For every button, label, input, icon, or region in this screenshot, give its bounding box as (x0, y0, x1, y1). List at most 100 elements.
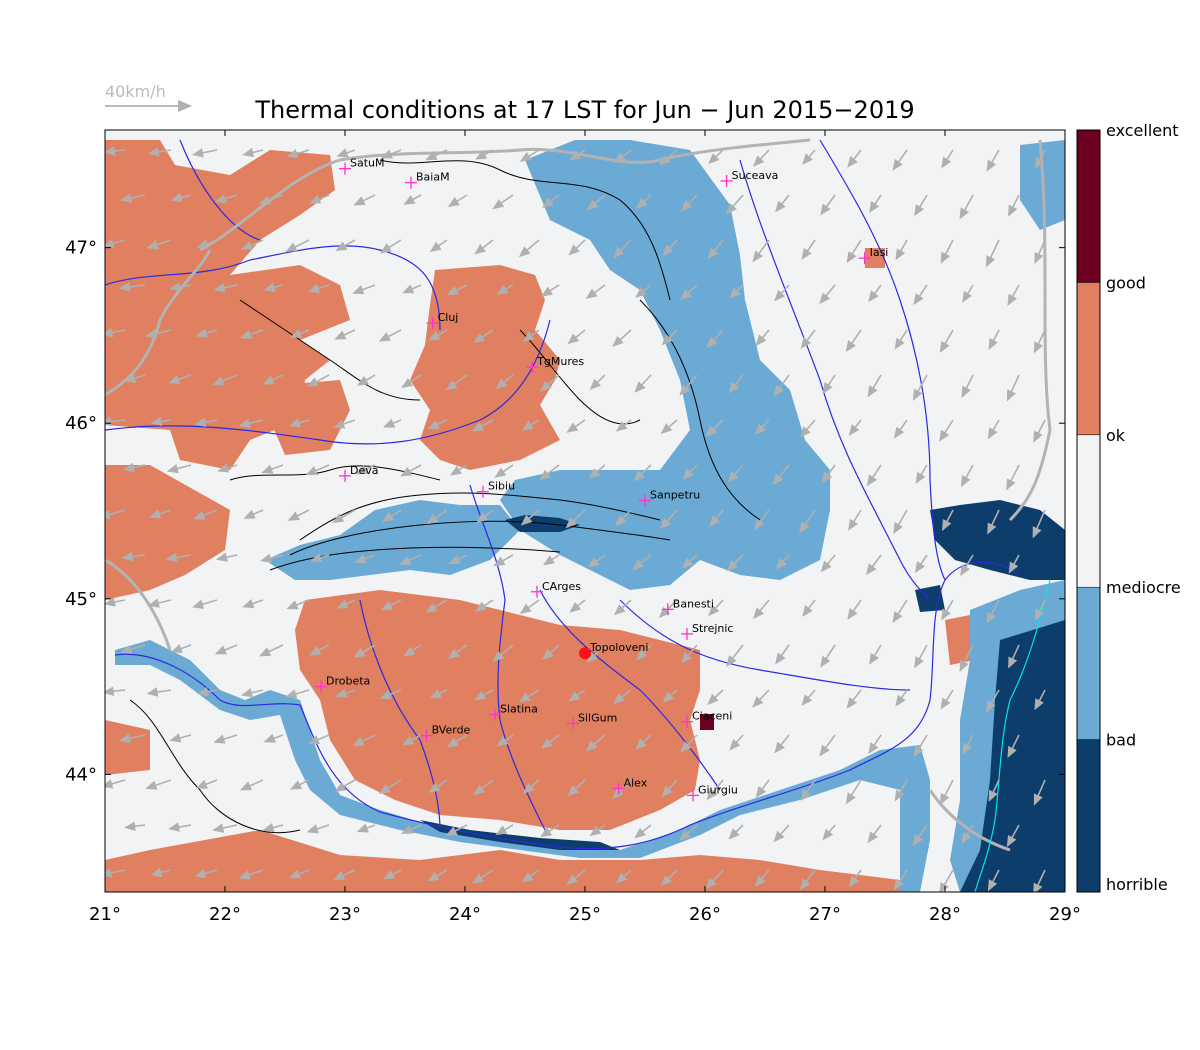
wind-arrow (105, 779, 126, 789)
river-arges (539, 589, 721, 791)
wind-arrow (772, 464, 790, 486)
wind-arrow (912, 824, 928, 847)
border-east (1008, 139, 1052, 522)
wind-arrow (378, 779, 402, 795)
wind-arrow (496, 734, 514, 747)
city-slatina: Slatina (489, 703, 538, 721)
wind-arrow (382, 509, 402, 522)
wind-arrow (869, 644, 882, 665)
wind-arrow (310, 553, 330, 563)
wind-arrow (987, 509, 1000, 535)
wind-arrow (285, 689, 310, 699)
legend-label-excellent: excellent (1106, 121, 1179, 140)
city-tgmures: TgMures (526, 355, 584, 374)
wind-arrow (332, 509, 356, 523)
wind-arrow (285, 239, 310, 252)
wind-arrow (680, 284, 698, 301)
wind-arrow (729, 734, 744, 751)
wind-arrow (124, 821, 146, 832)
wind-arrow (492, 194, 514, 210)
city-ciaceni: Ciaceni (681, 710, 732, 728)
borders (105, 138, 1052, 852)
wind-arrow (727, 464, 744, 483)
wind-arrow (912, 374, 928, 401)
wind-arrow (681, 554, 698, 569)
wind-arrow (636, 194, 652, 209)
wind-arrow (709, 509, 724, 528)
wind-arrow (866, 464, 882, 487)
wind-arrow (379, 239, 402, 254)
legend-label-horrible: horrible (1106, 875, 1168, 894)
wind-arrow (335, 688, 356, 698)
legend-label-mediocre: mediocre (1106, 578, 1181, 597)
wind-arrow (425, 149, 448, 161)
wind-arrow (518, 239, 540, 258)
wind-arrow (755, 329, 770, 347)
wind-arrow (241, 239, 264, 250)
wind-arrow (1006, 464, 1020, 491)
contour-line (299, 492, 661, 541)
wind-arrow (146, 239, 172, 250)
region-east-orange (945, 615, 975, 665)
wind-arrow (614, 599, 632, 616)
wind-arrow (403, 644, 422, 657)
wind-arrow (728, 374, 744, 394)
region-excellent-patch (700, 714, 714, 730)
city-sanpetru: Sanpetru (639, 488, 700, 507)
wind-arrow (263, 282, 284, 292)
wind-arrow (213, 283, 238, 293)
wind-arrow (380, 599, 402, 611)
wind-arrow (540, 824, 560, 838)
wind-arrow (195, 328, 218, 338)
wind-arrow (191, 148, 218, 158)
wind-arrow (960, 464, 974, 488)
wind-arrow (914, 194, 928, 217)
city-label: Sanpetru (650, 488, 700, 501)
wind-arrow (895, 689, 908, 707)
wind-arrow (1034, 689, 1046, 711)
wind-arrow (217, 463, 238, 473)
wind-arrow (959, 194, 974, 220)
wind-arrow (540, 374, 560, 392)
city-carges: CArges (531, 580, 581, 598)
city-label: Deva (350, 464, 379, 477)
wind-arrow (383, 869, 402, 880)
wind-arrow (632, 554, 652, 570)
wind-arrow (679, 374, 698, 396)
wind-arrow (914, 554, 928, 574)
city-label: Topoloveni (589, 641, 648, 654)
wind-arrow (473, 779, 494, 796)
region-danube-darkblue (420, 820, 620, 850)
wind-arrow (753, 599, 770, 619)
lon-tick-label: 23° (329, 904, 361, 925)
wind-arrow (802, 149, 816, 165)
wind-arrow (940, 689, 954, 710)
city-label: Sibiu (488, 480, 515, 493)
wind-arrow (867, 824, 882, 844)
wind-arrow (258, 194, 284, 205)
wind-arrow (402, 284, 422, 294)
city-highlight-marker (579, 647, 591, 660)
region-transylvania-orange (410, 265, 560, 470)
wind-arrow (445, 374, 468, 391)
wind-arrow (150, 416, 172, 427)
wind-arrow (1035, 599, 1046, 621)
wind-arrow (492, 644, 514, 662)
wind-arrow (336, 599, 356, 609)
wind-arrow (1033, 779, 1046, 806)
wind-arrow (495, 374, 514, 390)
rivers (105, 139, 1021, 850)
wind-arrow (495, 824, 514, 836)
wind-arrow (774, 284, 790, 302)
wind-arrow (118, 282, 146, 292)
wind-arrow (238, 418, 264, 429)
city-label: Cluj (438, 311, 459, 324)
wind-arrow (519, 599, 540, 615)
wind-arrow (1006, 824, 1020, 848)
wind-arrow (166, 463, 192, 474)
wind-arrow (939, 419, 954, 442)
city-baiam: BaiaM (405, 171, 450, 189)
wind-arrow (939, 779, 954, 806)
wind-arrow (567, 329, 586, 345)
wind-arrow (447, 644, 468, 659)
